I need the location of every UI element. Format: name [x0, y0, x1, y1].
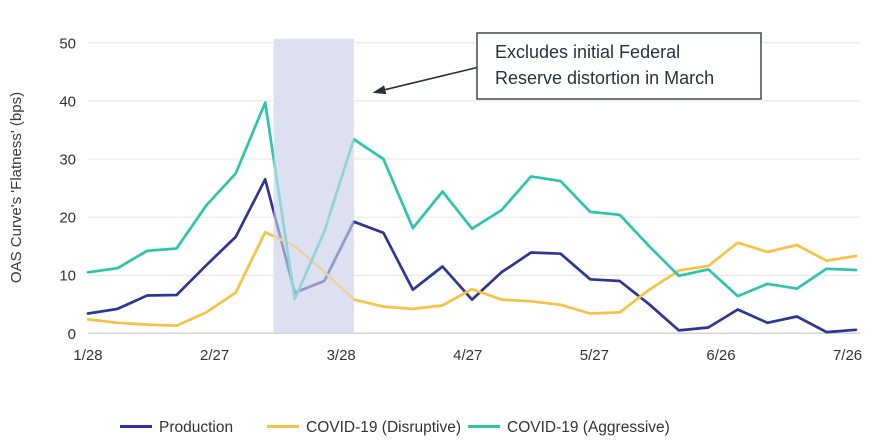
series-line-covid-19-disruptive — [86, 230, 858, 328]
x-axis-labels: 1/28 2/27 3/28 4/27 5/27 6/26 7/26 — [73, 347, 862, 364]
legend-label-covid-aggressive: COVID-19 (Aggressive) — [507, 419, 670, 436]
x-tick-6-26: 6/26 — [706, 347, 735, 364]
legend-label-production: Production — [159, 419, 233, 436]
annotation-callout: Excludes initial Federal Reserve distort… — [372, 32, 762, 100]
series-lines — [86, 101, 858, 334]
annotation-line-2: Reserve distortion in March — [495, 68, 714, 88]
legend-label-covid-disruptive: COVID-19 (Disruptive) — [306, 419, 461, 436]
x-tick-2-27: 2/27 — [200, 347, 229, 364]
legend-item-production: Production — [120, 419, 233, 436]
annotation-line-1: Excludes initial Federal — [495, 42, 680, 62]
y-tick-0: 0 — [68, 326, 76, 343]
annotation-arrowhead-icon — [372, 85, 387, 95]
y-tick-20: 20 — [59, 210, 76, 227]
legend-item-covid-aggressive: COVID-19 (Aggressive) — [468, 419, 670, 436]
legend-item-covid-disruptive: COVID-19 (Disruptive) — [267, 419, 461, 436]
series-line-covid-19-aggressive — [86, 101, 858, 301]
series-line-production — [86, 177, 858, 334]
annotation-arrow-shaft — [384, 66, 478, 91]
y-tick-40: 40 — [59, 93, 76, 110]
x-tick-7-26: 7/26 — [833, 347, 862, 364]
y-tick-30: 30 — [59, 152, 76, 169]
chart-legend: Production COVID-19 (Disruptive) COVID-1… — [120, 419, 670, 436]
y-axis-title: OAS Curve's 'Flatness' (bps) — [8, 92, 25, 283]
y-axis-labels: 0 10 20 30 40 50 — [59, 35, 76, 343]
excluded-period-fade-overlay — [273, 38, 354, 334]
x-tick-1-28: 1/28 — [73, 347, 102, 364]
x-tick-4-27: 4/27 — [453, 347, 482, 364]
y-tick-10: 10 — [59, 268, 76, 285]
y-tick-50: 50 — [59, 35, 76, 52]
x-tick-5-27: 5/27 — [580, 347, 609, 364]
annotation-box — [476, 32, 762, 100]
x-tick-3-28: 3/28 — [327, 347, 356, 364]
